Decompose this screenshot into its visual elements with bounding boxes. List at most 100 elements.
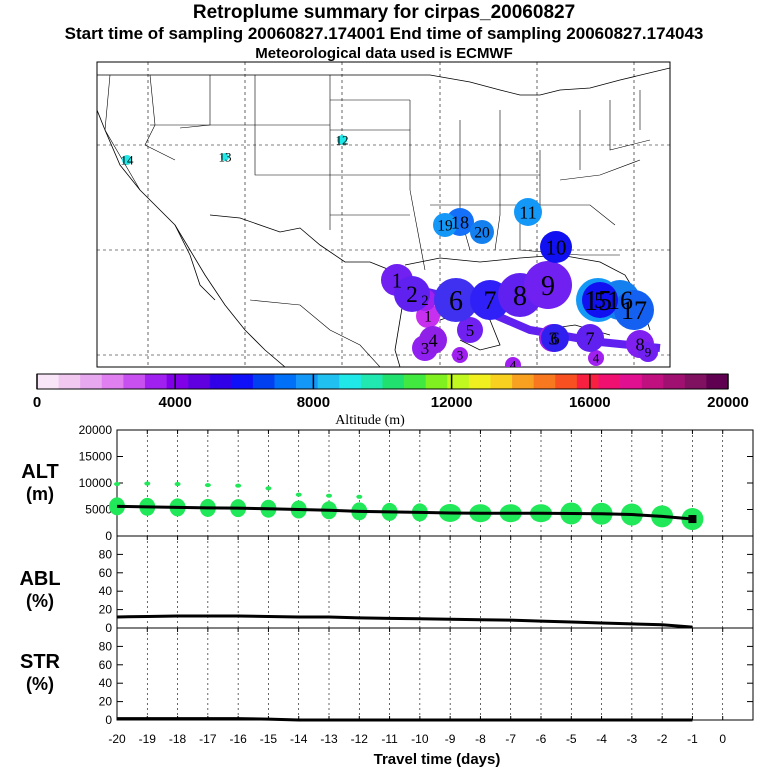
- y-tick-label: 80: [99, 547, 113, 561]
- plume-circle: [419, 326, 447, 354]
- colorbar-swatch: [706, 374, 729, 389]
- colorbar-label: Altitude (m): [335, 413, 405, 428]
- map-frame: [96, 61, 671, 368]
- colorbar-swatch: [80, 374, 103, 389]
- abl-grid: [116, 536, 724, 628]
- colorbar-swatch: [317, 374, 340, 389]
- colorbar-swatch: [684, 374, 707, 389]
- colorbar-swatch: [123, 374, 146, 389]
- alt-panel: ALT (m) 0 5000 10000 15000 20000: [21, 423, 754, 543]
- plume-label: 20: [474, 224, 490, 241]
- plume-label: 3: [421, 339, 429, 358]
- colorbar-swatch: [533, 374, 556, 389]
- x-tick-label: -3: [627, 732, 638, 746]
- x-tick-label: -13: [320, 732, 338, 746]
- colorbar-swatch: [663, 374, 686, 389]
- plume-label: 1: [392, 269, 402, 292]
- plume-label: 5: [466, 321, 474, 340]
- plume-circle: [524, 261, 572, 309]
- alt-release-marker: [688, 515, 697, 524]
- colorbar-swatch: [576, 374, 599, 389]
- colorbar-swatch: [188, 374, 211, 389]
- plume-label: 13: [219, 150, 232, 165]
- alt-upper-point: [144, 481, 151, 486]
- y-tick-label: 15000: [79, 450, 113, 464]
- alt-upper-point: [326, 493, 332, 498]
- plume-label: 14: [121, 153, 135, 168]
- us-mexico-border-and-gulf-coast: [209, 214, 406, 367]
- chart-title: Retroplume summary for cirpas_20060827: [192, 2, 576, 23]
- plume-circle: [638, 342, 658, 362]
- colorbar-tick-label: 20000: [707, 394, 749, 411]
- y-tick-label: 60: [99, 658, 113, 672]
- x-tick-label: -10: [411, 732, 429, 746]
- alt-upper-point: [235, 483, 242, 488]
- plume-label: 2: [421, 293, 428, 309]
- abl-y-ticks: 0 20 40 60 80: [99, 547, 753, 635]
- x-tick-label: -7: [505, 732, 516, 746]
- x-tick-label: -5: [566, 732, 577, 746]
- colorbar-swatch: [144, 374, 167, 389]
- plume-label: 11: [519, 202, 537, 222]
- plume-label: 7: [484, 286, 497, 315]
- colorbar-swatch: [598, 374, 621, 389]
- colorbar-swatch: [166, 374, 189, 389]
- plume-label: 7: [585, 328, 594, 348]
- str-panel: STR (%) 0 20 40 60 80: [20, 627, 754, 727]
- x-tick-label: -6: [536, 732, 547, 746]
- alt-upper-point: [295, 492, 302, 497]
- colorbar-swatch: [231, 374, 254, 389]
- plume-label: 16: [607, 286, 633, 315]
- plume-circle: [505, 357, 521, 367]
- x-tick-label: -9: [445, 732, 456, 746]
- x-axis-label: Travel time (days): [374, 751, 501, 768]
- plume-circle: [122, 155, 132, 165]
- x-tick-label: -16: [229, 732, 247, 746]
- mexico-interior: [249, 299, 381, 367]
- plume-circle: [433, 213, 457, 237]
- baja-california: [174, 224, 216, 301]
- colorbar-swatch: [101, 374, 124, 389]
- abl-unit: (%): [26, 591, 54, 611]
- alt-marks: [109, 481, 704, 531]
- alt-upper-point: [114, 482, 120, 487]
- x-tick-label: -1: [687, 732, 698, 746]
- colorbar-tick-label: 4000: [159, 394, 192, 411]
- alt-mean-line: [116, 504, 693, 521]
- x-tick-label: -14: [290, 732, 308, 746]
- colorbar-swatch: [382, 374, 405, 389]
- colorbar-swatch: [447, 374, 470, 389]
- plume-label: 4: [593, 351, 600, 366]
- colorbar-swatch: [555, 374, 578, 389]
- colorbar-swatch: [468, 374, 491, 389]
- x-tick-label: -8: [475, 732, 486, 746]
- alt-upper-point: [265, 486, 272, 491]
- colorbar-swatch: [360, 374, 383, 389]
- colorbar-tick-label: 16000: [569, 394, 611, 411]
- colorbar-swatch: [620, 374, 642, 389]
- plume-label: 5: [594, 288, 606, 314]
- plume-circle: [614, 290, 654, 330]
- plume-circle: [337, 135, 347, 145]
- y-tick-label: 0: [105, 713, 112, 727]
- plume-circle: [434, 278, 478, 322]
- y-tick-label: 40: [99, 584, 113, 598]
- plume-label: 15: [584, 286, 612, 317]
- colorbar-swatch: [490, 374, 513, 389]
- str-unit: (%): [26, 674, 54, 694]
- alt-label: ALT: [21, 461, 58, 483]
- plume-label: 6: [449, 286, 463, 317]
- canada-us-border: [97, 67, 670, 96]
- plume-label: 2: [406, 282, 418, 308]
- alt-upper-point: [174, 482, 181, 487]
- plume-circle: [582, 282, 618, 318]
- x-tick-label: -17: [199, 732, 217, 746]
- colorbar-swatch: [58, 374, 81, 389]
- x-tick-label: 0: [719, 732, 726, 746]
- str-label: STR: [20, 651, 61, 673]
- plume-circle: [576, 324, 604, 352]
- x-tick-label: -11: [381, 732, 398, 746]
- colorbar-tick-label: 8000: [297, 394, 330, 411]
